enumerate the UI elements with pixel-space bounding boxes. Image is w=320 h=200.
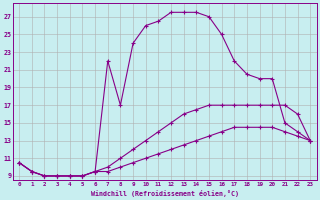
X-axis label: Windchill (Refroidissement éolien,°C): Windchill (Refroidissement éolien,°C)	[91, 190, 239, 197]
